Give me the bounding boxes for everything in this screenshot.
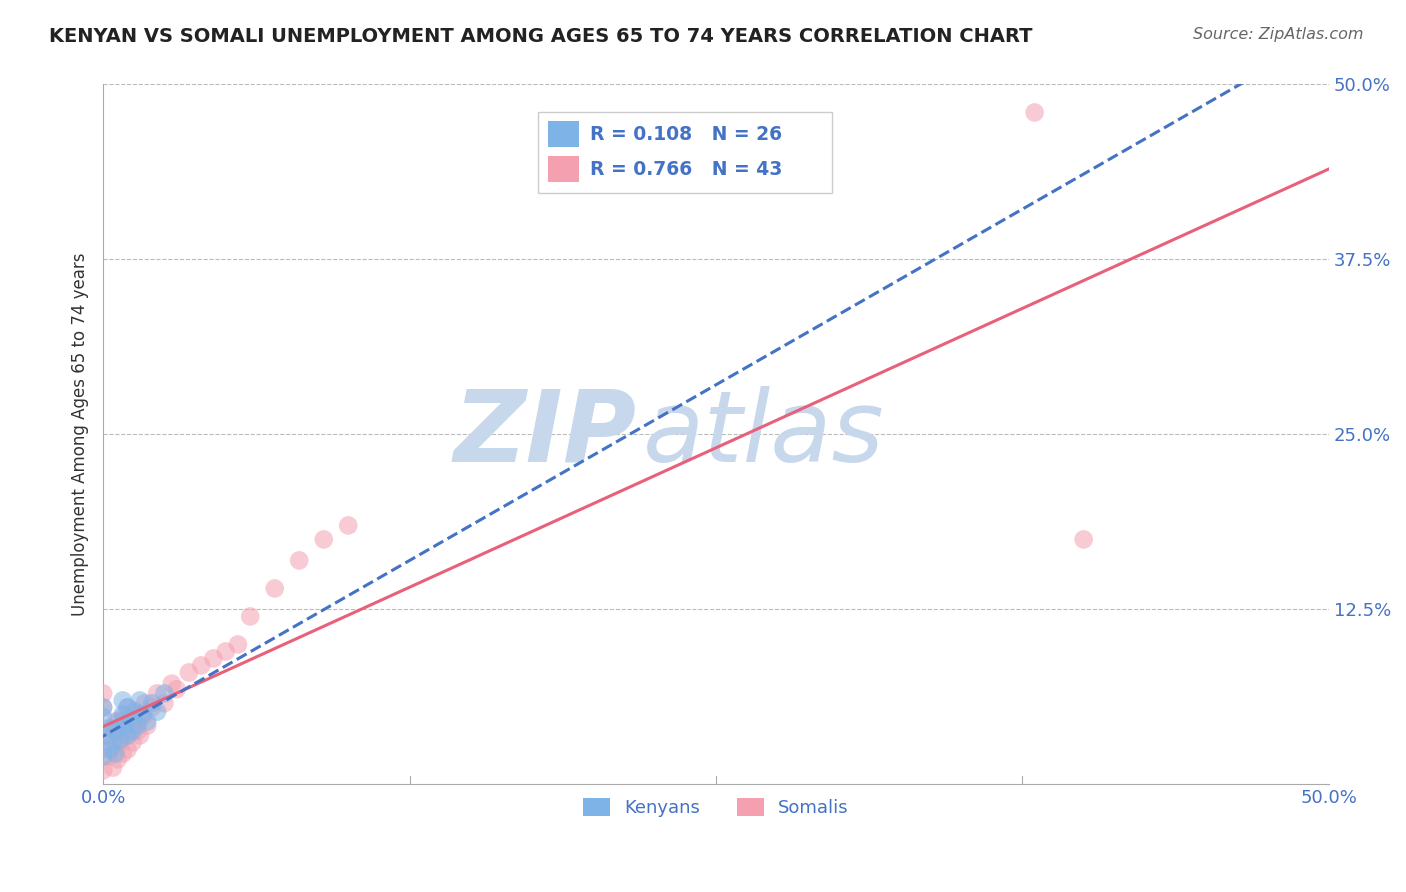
Point	[110, 732, 132, 747]
Point	[136, 714, 159, 729]
Point	[121, 724, 143, 739]
Point	[104, 738, 127, 752]
Point	[104, 714, 127, 729]
FancyBboxPatch shape	[548, 156, 579, 183]
Point	[337, 518, 360, 533]
Point	[91, 686, 114, 700]
Point	[239, 609, 262, 624]
Point	[91, 700, 114, 714]
Point	[107, 752, 129, 766]
Point	[312, 533, 335, 547]
Point	[117, 728, 139, 742]
Point	[107, 714, 129, 729]
Point	[141, 700, 163, 714]
Point	[104, 724, 127, 739]
Point	[166, 682, 188, 697]
Point	[111, 747, 134, 761]
Point	[215, 644, 238, 658]
Text: R = 0.766   N = 43: R = 0.766 N = 43	[589, 160, 782, 178]
Point	[100, 742, 122, 756]
Point	[131, 707, 153, 722]
Legend: Kenyans, Somalis: Kenyans, Somalis	[576, 790, 856, 824]
Point	[134, 696, 156, 710]
Point	[202, 651, 225, 665]
Point	[120, 710, 142, 724]
Point	[111, 707, 134, 722]
Text: KENYAN VS SOMALI UNEMPLOYMENT AMONG AGES 65 TO 74 YEARS CORRELATION CHART: KENYAN VS SOMALI UNEMPLOYMENT AMONG AGES…	[49, 27, 1033, 45]
Point	[131, 710, 153, 724]
Point	[97, 749, 120, 764]
Point	[263, 582, 285, 596]
Point	[127, 718, 149, 732]
Point	[114, 718, 136, 732]
Point	[91, 742, 114, 756]
Point	[100, 722, 122, 736]
Point	[146, 705, 169, 719]
Point	[1024, 105, 1046, 120]
Point	[101, 735, 124, 749]
Point	[146, 686, 169, 700]
Y-axis label: Unemployment Among Ages 65 to 74 years: Unemployment Among Ages 65 to 74 years	[72, 252, 89, 616]
Point	[153, 696, 176, 710]
Point	[129, 693, 152, 707]
Point	[111, 710, 134, 724]
Point	[288, 553, 311, 567]
FancyBboxPatch shape	[548, 120, 579, 147]
Point	[124, 705, 146, 719]
Point	[91, 749, 114, 764]
Point	[100, 728, 122, 742]
Text: R = 0.108   N = 26: R = 0.108 N = 26	[589, 125, 782, 144]
Point	[117, 700, 139, 714]
Point	[141, 696, 163, 710]
Point	[121, 735, 143, 749]
Point	[91, 710, 114, 724]
Point	[91, 728, 114, 742]
Point	[127, 724, 149, 739]
Point	[153, 686, 176, 700]
Point	[120, 722, 142, 736]
Point	[117, 742, 139, 756]
Point	[136, 718, 159, 732]
Point	[160, 676, 183, 690]
Point	[114, 728, 136, 742]
Point	[91, 722, 114, 736]
Point	[124, 705, 146, 719]
Point	[107, 724, 129, 739]
Point	[117, 700, 139, 714]
Point	[129, 728, 152, 742]
Point	[91, 700, 114, 714]
Point	[1073, 533, 1095, 547]
Point	[226, 637, 249, 651]
Point	[101, 761, 124, 775]
Point	[190, 658, 212, 673]
Text: Source: ZipAtlas.com: Source: ZipAtlas.com	[1194, 27, 1364, 42]
Point	[91, 764, 114, 778]
Point	[104, 747, 127, 761]
Point	[177, 665, 200, 680]
Point	[111, 693, 134, 707]
Text: atlas: atlas	[643, 386, 884, 483]
Text: ZIP: ZIP	[453, 386, 637, 483]
FancyBboxPatch shape	[538, 112, 832, 193]
Point	[110, 735, 132, 749]
